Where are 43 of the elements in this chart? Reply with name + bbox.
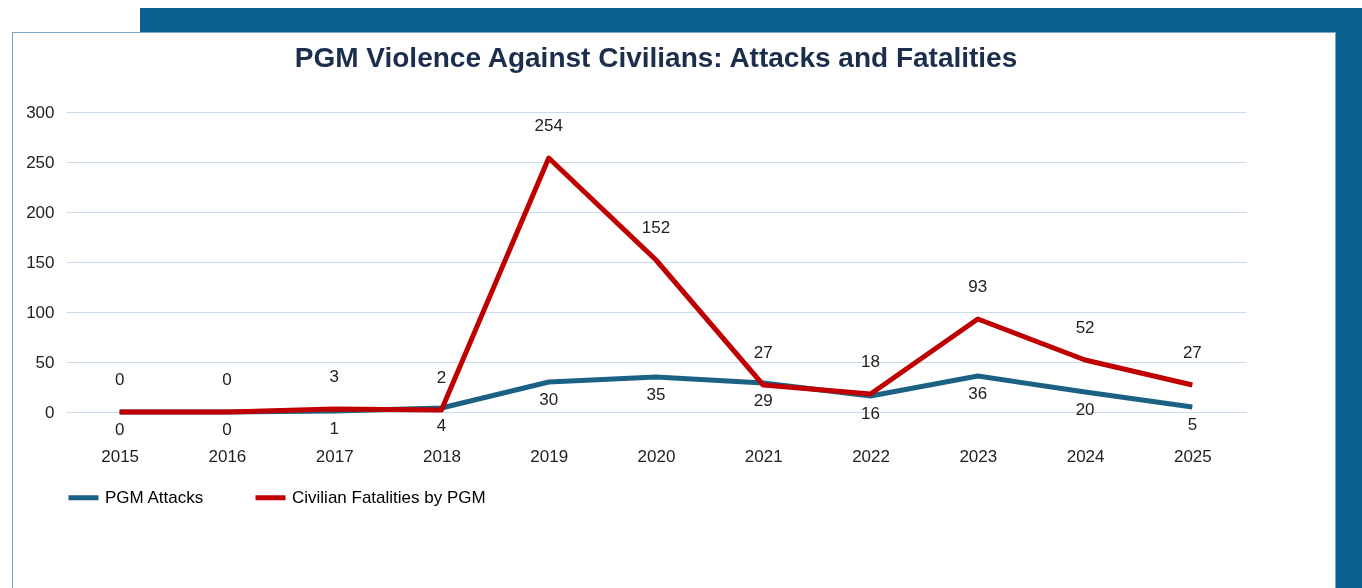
data-label: 0 bbox=[114, 420, 125, 439]
chart-title: PGM Violence Against Civilians: Attacks and Fatalities bbox=[294, 42, 1018, 73]
x-tick-label: 2025 bbox=[1173, 446, 1212, 466]
data-label: 2 bbox=[436, 368, 447, 387]
y-tick-label: 150 bbox=[26, 252, 55, 272]
data-label: 30 bbox=[539, 390, 559, 409]
data-label: 29 bbox=[753, 391, 773, 410]
data-label: 3 bbox=[329, 367, 339, 386]
data-label: 93 bbox=[968, 277, 988, 296]
data-label: 52 bbox=[1075, 318, 1095, 337]
x-tick-label: 2018 bbox=[423, 446, 461, 466]
y-tick-label: 0 bbox=[45, 402, 55, 422]
data-label: 0 bbox=[222, 370, 232, 389]
data-label: 20 bbox=[1075, 400, 1095, 419]
data-label: 35 bbox=[646, 385, 666, 404]
x-tick-label: 2016 bbox=[208, 446, 247, 466]
y-tick-label: 50 bbox=[35, 352, 55, 372]
data-label: 4 bbox=[436, 416, 447, 435]
data-label: 5 bbox=[1187, 415, 1198, 434]
x-tick-label: 2022 bbox=[852, 446, 890, 466]
legend-label: PGM Attacks bbox=[105, 487, 204, 507]
y-tick-label: 100 bbox=[26, 302, 55, 322]
data-label: 0 bbox=[114, 370, 125, 389]
data-label: 152 bbox=[641, 218, 671, 237]
legend-label: Civilian Fatalities by PGM bbox=[292, 487, 486, 507]
x-tick-label: 2024 bbox=[1066, 446, 1105, 466]
x-tick-label: 2020 bbox=[637, 446, 676, 466]
data-label: 16 bbox=[861, 404, 881, 423]
data-label: 27 bbox=[1182, 343, 1202, 362]
data-label: 36 bbox=[968, 384, 988, 403]
data-label: 18 bbox=[861, 352, 881, 371]
data-label: 27 bbox=[753, 343, 773, 362]
x-tick-label: 2015 bbox=[101, 446, 140, 466]
x-tick-label: 2017 bbox=[315, 446, 354, 466]
y-tick-label: 300 bbox=[26, 102, 55, 122]
data-label: 0 bbox=[222, 420, 232, 439]
x-tick-label: 2023 bbox=[959, 446, 998, 466]
x-tick-label: 2021 bbox=[744, 446, 783, 466]
y-tick-label: 250 bbox=[26, 152, 55, 172]
data-label: 254 bbox=[534, 116, 563, 135]
y-tick-label: 200 bbox=[26, 202, 55, 222]
data-label: 1 bbox=[329, 419, 339, 438]
x-tick-label: 2019 bbox=[530, 446, 569, 466]
